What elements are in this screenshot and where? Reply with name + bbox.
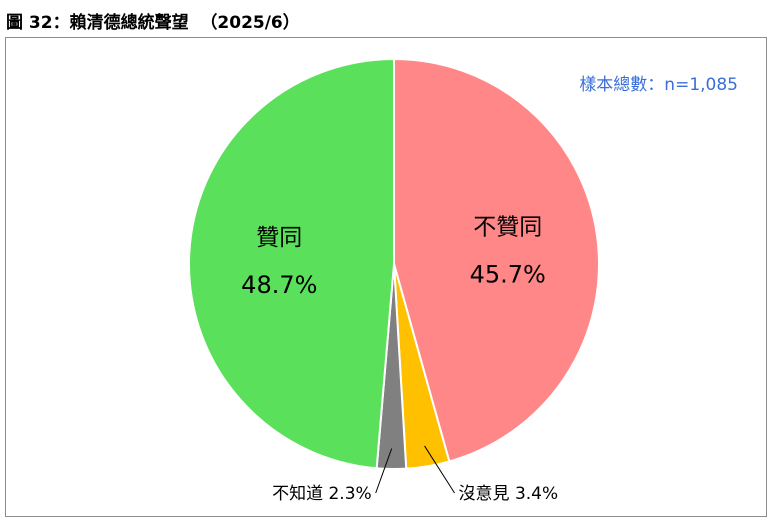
slice-category-label-0: 不贊同 — [473, 214, 542, 240]
pie-slice-3 — [188, 57, 395, 470]
pie-chart: 不贊同 45.7% 沒意見 3.4% 不知道 2.3% 贊同 48.7% — [188, 57, 600, 504]
slice-value-label-3: 48.7% — [241, 271, 317, 299]
leader-line-1 — [424, 445, 455, 494]
pie-slice-0 — [393, 57, 600, 463]
slice-category-label-3: 贊同 — [256, 225, 302, 251]
sample-size-note: 樣本總數：n=1,085 — [579, 75, 738, 95]
slice-outer-label-2: 不知道 2.3% — [272, 484, 372, 504]
slice-outer-label-1: 沒意見 3.4% — [459, 484, 559, 504]
chart-frame: 不贊同 45.7% 沒意見 3.4% 不知道 2.3% 贊同 48.7% 樣本總數：n=1… — [5, 37, 767, 517]
figure-title: 圖 32：賴清德總統聲望 （2025/6） — [6, 13, 300, 33]
slice-value-label-0: 45.7% — [470, 260, 546, 288]
leader-line-2 — [375, 448, 393, 494]
